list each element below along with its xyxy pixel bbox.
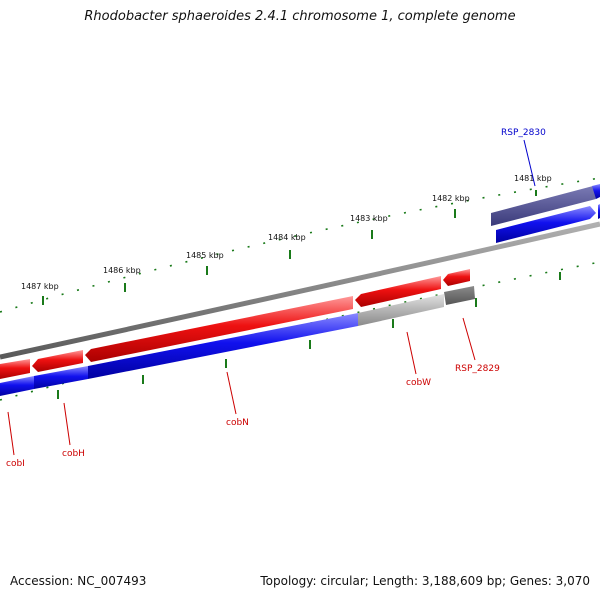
gene-cobI-forward-arrow[interactable] — [0, 359, 30, 379]
gene-cobN-forward-arrow[interactable] — [85, 296, 353, 362]
gene-label-cobH[interactable]: cobH — [62, 449, 85, 459]
label-leader-RSP_2830 — [523, 139, 536, 187]
kbp-label-1482: 1482 kbp — [432, 194, 470, 203]
gene-label-RSP_2830[interactable]: RSP_2830 — [501, 128, 546, 138]
gene-RSP_2829-bar[interactable] — [444, 286, 475, 305]
kbp-label-1486: 1486 kbp — [103, 266, 141, 275]
gene-cobW-pseudo-bar[interactable] — [358, 294, 444, 326]
gene-label-RSP_2829[interactable]: RSP_2829 — [455, 364, 500, 374]
gene-cobH-reverse-bar[interactable] — [34, 366, 88, 389]
kbp-label-1484: 1484 kbp — [268, 233, 306, 242]
map-title: Rhodobacter sphaeroides 2.4.1 chromosome… — [84, 9, 516, 24]
gene-cobW-forward-arrow[interactable] — [355, 276, 441, 307]
forward-strand-genes — [0, 269, 470, 379]
gene-small-forward-arrow[interactable] — [443, 269, 470, 286]
kbp-label-1483: 1483 kbp — [350, 214, 388, 223]
gene-label-cobI[interactable]: cobI — [6, 459, 25, 469]
reverse-strand-genes — [0, 184, 600, 396]
kbp-label-1485: 1485 kbp — [186, 251, 224, 260]
gene-label-cobW[interactable]: cobW — [406, 378, 431, 388]
genome-summary-text: Topology: circular; Length: 3,188,609 bp… — [260, 574, 590, 588]
label-leaders-red — [7, 317, 476, 456]
gene-cobH-forward-arrow[interactable] — [32, 350, 83, 372]
gene-label-cobN[interactable]: cobN — [226, 418, 249, 428]
kbp-major-ticks — [42, 190, 537, 305]
genome-backbone — [0, 221, 600, 360]
gene-RSP_2830-highlight-bar[interactable] — [491, 186, 596, 226]
kbp-inner-major-ticks — [57, 272, 561, 399]
gene-far-right-blue-bar[interactable] — [592, 184, 600, 199]
kbp-label-1487: 1487 kbp — [21, 282, 59, 291]
accession-text: Accession: NC_007493 — [10, 574, 147, 588]
gene-right-reverse-bar[interactable] — [496, 206, 596, 243]
gene-cobI-reverse-bar[interactable] — [0, 376, 34, 396]
gene-cobN-reverse-bar[interactable] — [88, 313, 358, 379]
